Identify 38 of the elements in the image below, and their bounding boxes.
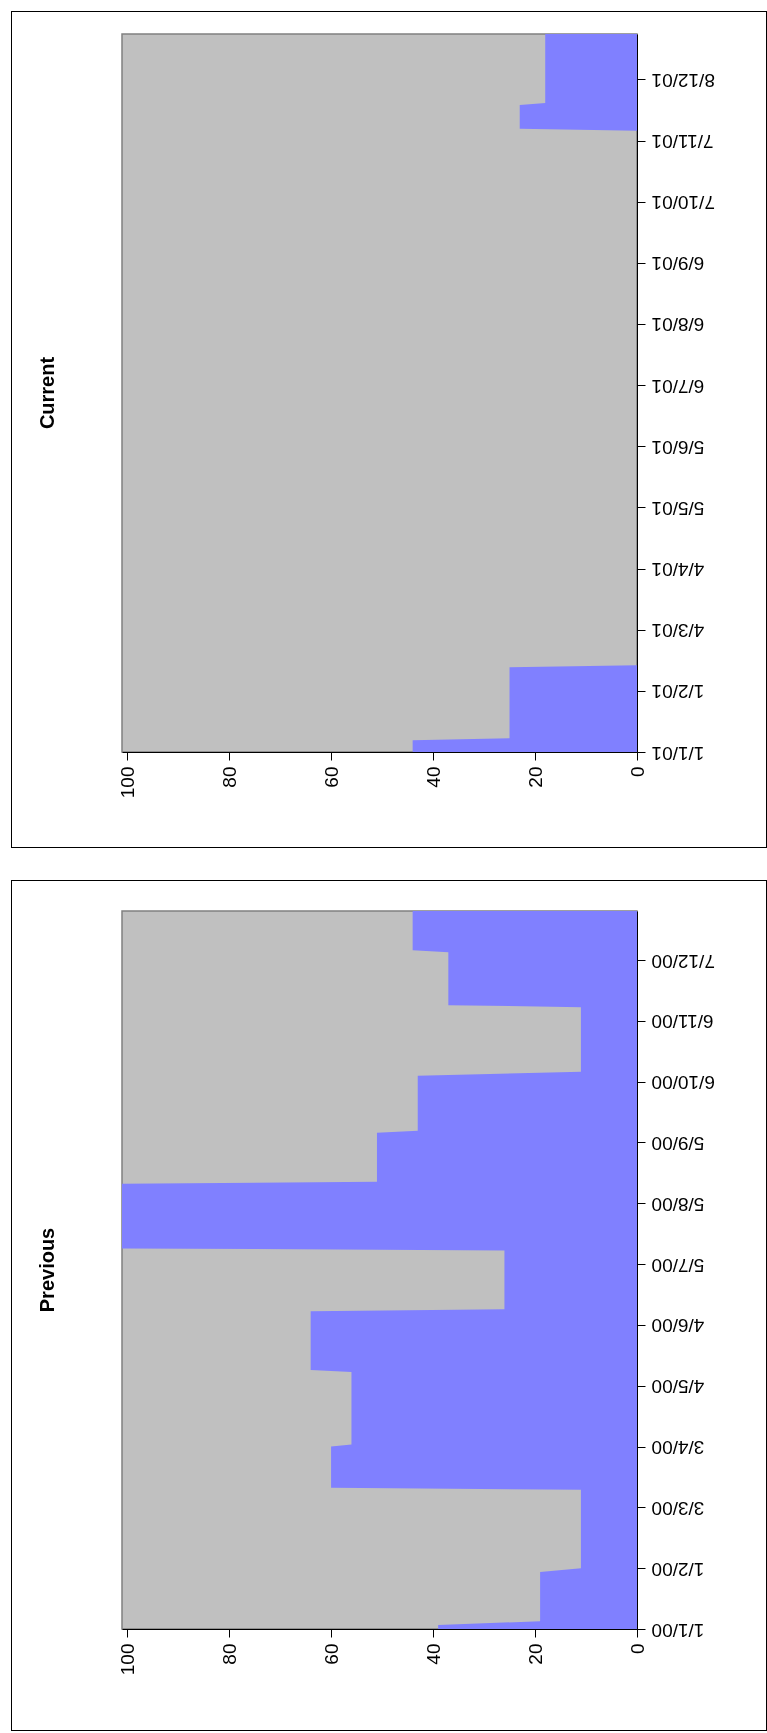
- y-tick-label: 5/6/01: [651, 436, 705, 458]
- y-tick-label: 6/8/01: [651, 314, 705, 336]
- y-tick-label: 4/6/00: [651, 1315, 705, 1337]
- y-tick-label: 4/5/00: [651, 1376, 705, 1398]
- y-tick-label: 8/12/01: [651, 69, 715, 91]
- y-tick-label: 6/10/00: [651, 1072, 715, 1094]
- x-tick-label: 100: [116, 1643, 138, 1676]
- x-tick-label: 60: [320, 766, 342, 788]
- x-tick-label: 0: [626, 1643, 648, 1655]
- y-tick-label: 1/2/01: [651, 681, 705, 703]
- x-tick-label: 40: [422, 766, 444, 788]
- y-tick-label: 5/5/01: [651, 497, 705, 519]
- text: Previous: [36, 1227, 59, 1313]
- y-tick-label: 7/12/00: [651, 950, 715, 972]
- x-tick-label: 20: [524, 1643, 546, 1665]
- y-tick-label: 5/9/00: [651, 1132, 705, 1154]
- y-tick-label: 6/11/00: [651, 1011, 714, 1033]
- y-tick-label: 6/9/01: [651, 253, 705, 275]
- y-tick-label: 4/4/01: [651, 559, 705, 581]
- y-tick-label: 6/7/01: [651, 375, 705, 397]
- y-tick-label: 1/1/01: [651, 742, 705, 764]
- text: Current: [36, 356, 59, 430]
- x-tick-label: 100: [116, 766, 138, 799]
- y-tick-label: 7/11/01: [651, 131, 714, 153]
- x-tick-label: 40: [422, 1643, 444, 1665]
- y-tick-label: 5/7/00: [651, 1254, 705, 1276]
- y-tick-label: 5/8/00: [651, 1193, 705, 1215]
- y-tick-label: 4/3/01: [651, 620, 705, 642]
- x-tick-label: 80: [218, 1643, 240, 1665]
- x-tick-label: 0: [626, 766, 648, 778]
- x-tick-label: 20: [524, 766, 546, 788]
- x-tick-label: 80: [218, 766, 240, 788]
- y-tick-label: 1/2/00: [651, 1558, 705, 1580]
- y-tick-label: 3/3/00: [651, 1497, 705, 1519]
- y-tick-label: 1/1/00: [651, 1619, 705, 1641]
- y-tick-label: 3/4/00: [651, 1437, 705, 1459]
- y-tick-label: 7/10/01: [651, 192, 715, 214]
- x-tick-label: 60: [320, 1643, 342, 1665]
